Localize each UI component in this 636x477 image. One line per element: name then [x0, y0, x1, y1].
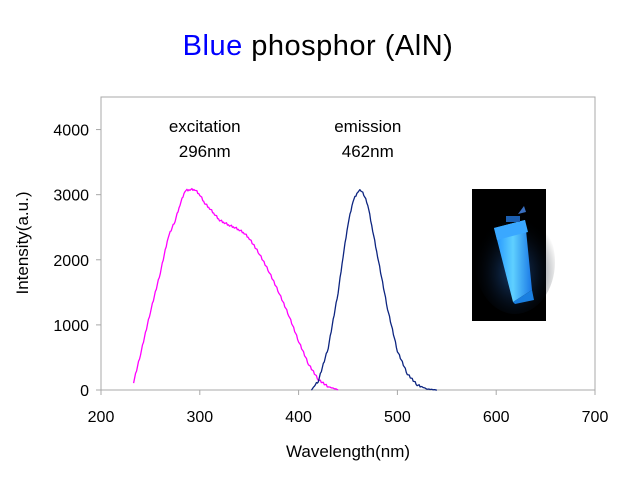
series-group — [132, 187, 437, 391]
x-tick-label-400: 400 — [285, 409, 312, 426]
annotation-0-line1: excitation — [169, 117, 241, 136]
x-tick-label-300: 300 — [186, 409, 213, 426]
emission-series-line — [310, 188, 437, 391]
plot-frame — [100, 96, 596, 391]
chart-title-rest: phosphor (AlN) — [242, 30, 454, 62]
x-axis-label: Wavelength(nm) — [286, 442, 410, 461]
annotations-group: excitation 296nm emission 462nm — [169, 117, 401, 161]
vial-photo — [472, 189, 555, 321]
y-tick-label-3000: 3000 — [53, 188, 89, 205]
y-tick-label-4000: 4000 — [53, 123, 89, 140]
x-tick-label-600: 600 — [483, 409, 510, 426]
x-tick-label-500: 500 — [384, 409, 411, 426]
annotation-0-line2: 296nm — [179, 142, 231, 161]
chart-title-highlight: Blue — [182, 30, 243, 62]
y-tick-label-1000: 1000 — [53, 318, 89, 335]
chart-title: Blue phosphor (AlN) — [0, 30, 636, 63]
excitation-series-line — [132, 187, 339, 391]
x-tick-label-200: 200 — [88, 409, 115, 426]
y-tick-label-2000: 2000 — [53, 253, 89, 270]
annotation-1-line1: emission — [334, 117, 401, 136]
x-tick-label-700: 700 — [582, 409, 609, 426]
y-axis: 0 1000 2000 3000 4000 — [53, 123, 101, 400]
y-tick-label-0: 0 — [80, 383, 89, 400]
annotation-1-line2: 462nm — [342, 142, 394, 161]
y-axis-label: Intensity(a.u.) — [13, 192, 32, 295]
x-axis: 200 300 400 500 600 700 — [88, 390, 609, 426]
